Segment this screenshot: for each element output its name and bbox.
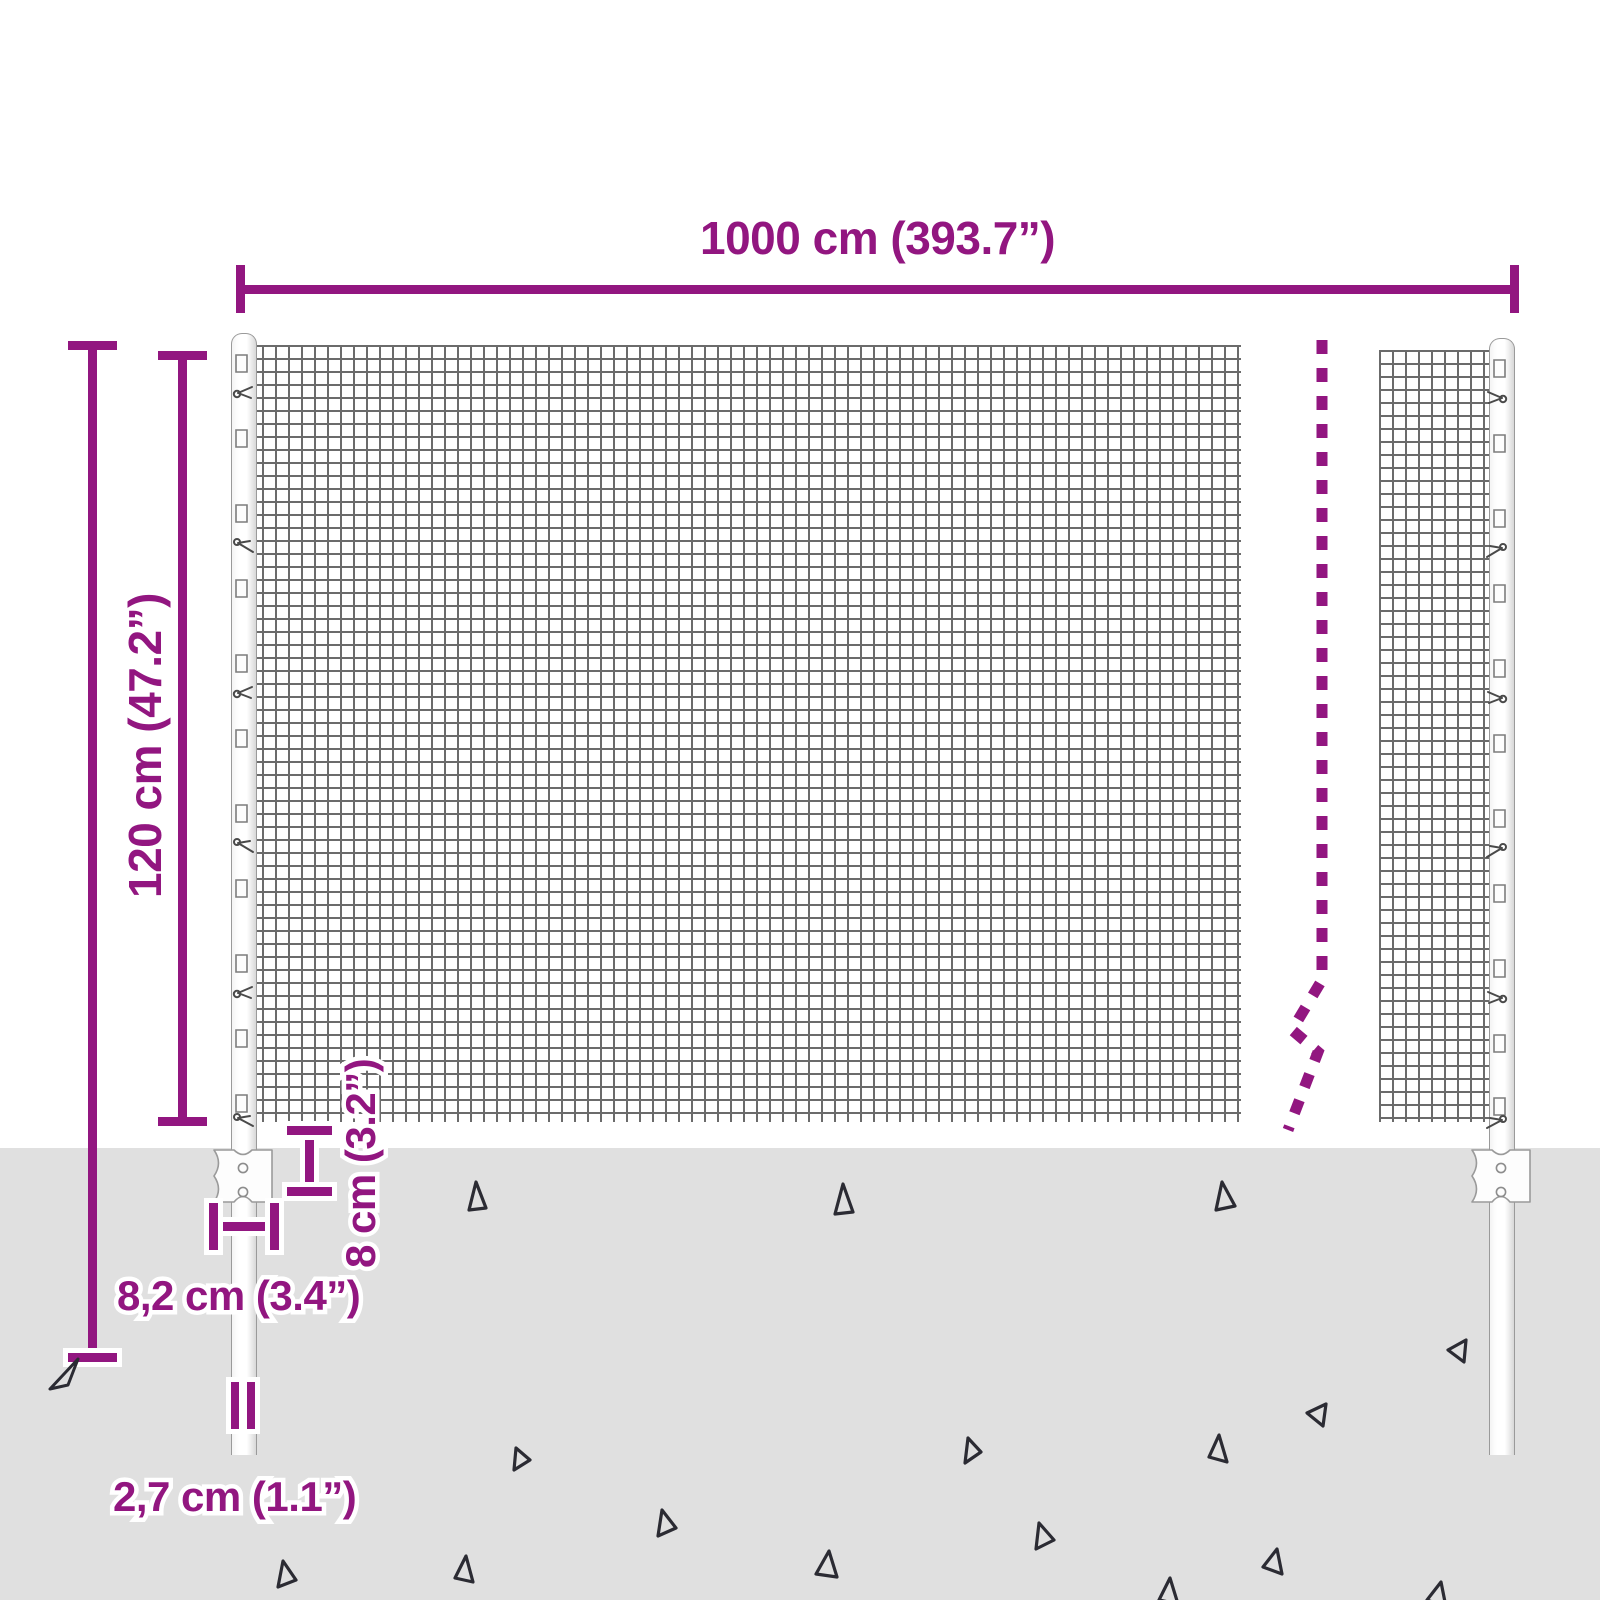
width-dimension-cap-right [1510,265,1519,313]
mesh-height-dimension-line [178,355,187,1122]
right-anchor-plate [1468,1148,1534,1224]
width-dimension-line [236,285,1519,294]
anchor-width-dimension-cap-right [270,1203,279,1250]
post-width-dimension-line [233,1402,253,1410]
mesh-height-dimension-cap-top [158,351,207,360]
mesh-height-dimension-cap-bottom [158,1117,207,1126]
wire-mesh-panel-continued [1379,350,1507,1122]
left-anchor-plate [210,1148,276,1224]
total-height-dimension-cap-bottom [68,1353,117,1362]
wire-mesh-panel-main [249,345,1241,1122]
anchor-height-dimension-label: 8 cm (3.2”) [333,1054,389,1272]
post-width-dimension-cap-right [247,1382,255,1429]
anchor-width-dimension-label: 8,2 cm (3.4”) [112,1268,365,1324]
break-line-indicator [1270,340,1360,1140]
post-width-dimension-label: 2,7 cm (1.1”) [108,1469,361,1525]
post-width-dimension-cap-left [231,1382,239,1429]
anchor-height-dimension-line [305,1130,314,1192]
mesh-height-dimension-label: 120 cm (47.2”) [119,593,171,898]
width-dimension-label: 1000 cm (393.7”) [700,212,1056,264]
anchor-width-dimension-line [213,1222,275,1231]
total-height-arrow-tick-icon [44,1355,86,1397]
width-dimension-cap-left [236,265,245,313]
total-height-dimension-cap-top [68,341,117,350]
anchor-height-dimension-cap-bottom [287,1187,332,1196]
total-height-dimension-line [88,345,97,1358]
gravel-texture [0,1148,1600,1600]
anchor-width-dimension-cap-left [209,1203,218,1250]
anchor-height-dimension-cap-top [287,1126,332,1135]
